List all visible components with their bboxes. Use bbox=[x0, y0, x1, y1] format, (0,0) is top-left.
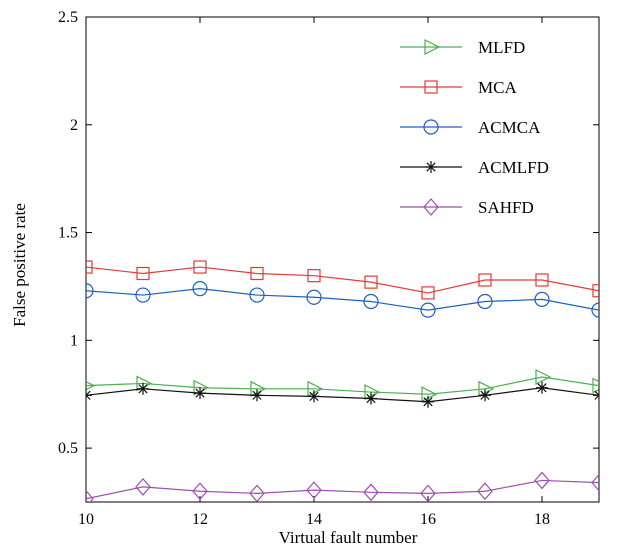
data-point-mca bbox=[307, 269, 321, 283]
y-tick-label: 0.5 bbox=[58, 440, 78, 457]
legend-marker-mlfd bbox=[424, 39, 441, 55]
data-point-acmlfd bbox=[86, 389, 92, 402]
series-acmca bbox=[86, 281, 599, 318]
data-point-sahfd bbox=[135, 477, 151, 496]
series-line-mlfd bbox=[86, 376, 599, 395]
legend-marker-sahfd bbox=[423, 198, 439, 216]
data-point-acmlfd bbox=[137, 382, 149, 395]
data-point-mlfd bbox=[86, 380, 96, 391]
data-point-acmlfd bbox=[536, 381, 548, 394]
series-line-acmca bbox=[86, 287, 599, 311]
data-point-acmca bbox=[249, 287, 265, 303]
series-line-acmlfd bbox=[86, 387, 599, 403]
data-point-acmca bbox=[420, 302, 436, 318]
legend-item-sahfd: SAHFD bbox=[400, 198, 534, 217]
data-point-acmlfd bbox=[593, 389, 599, 402]
data-point-acmca bbox=[363, 293, 379, 310]
y-tick-label: 2 bbox=[70, 117, 78, 134]
legend-item-acmlfd: ACMLFD bbox=[400, 158, 549, 177]
legend-marker-acmca bbox=[423, 119, 439, 135]
x-axis-title: Virtual fault number bbox=[279, 528, 418, 547]
series-mlfd bbox=[86, 369, 599, 403]
y-tick-label: 2.5 bbox=[58, 9, 78, 26]
series-sahfd bbox=[86, 471, 599, 502]
data-point-acmlfd bbox=[308, 390, 320, 403]
data-point-acmca bbox=[534, 291, 550, 307]
data-point-sahfd bbox=[363, 483, 379, 502]
data-point-sahfd bbox=[420, 484, 436, 502]
data-point-sahfd bbox=[306, 481, 322, 500]
data-point-mlfd bbox=[364, 384, 381, 401]
data-point-sahfd bbox=[86, 489, 94, 502]
legend-label-mca: MCA bbox=[478, 78, 517, 97]
data-point-mlfd bbox=[535, 369, 552, 385]
data-point-mlfd bbox=[136, 375, 153, 392]
data-point-acmlfd bbox=[422, 395, 434, 408]
legend-label-acmca: ACMCA bbox=[478, 118, 541, 137]
data-point-sahfd bbox=[477, 482, 493, 501]
series-line-sahfd bbox=[86, 479, 599, 500]
x-tick-label: 12 bbox=[192, 511, 208, 528]
legend-label-sahfd: SAHFD bbox=[478, 198, 534, 217]
data-point-acmlfd bbox=[194, 387, 206, 400]
plot-area: 10 12 14 16 18 0.5 1 1.5 2 2.5 MLFD MCA ACMCA ACMLFD S… bbox=[58, 9, 600, 528]
data-point-acmlfd bbox=[251, 389, 263, 402]
y-tick-label: 1.5 bbox=[58, 225, 78, 242]
data-point-mlfd bbox=[478, 380, 495, 397]
data-point-acmlfd bbox=[479, 389, 491, 402]
data-point-sahfd bbox=[591, 473, 599, 492]
plot-frame bbox=[85, 16, 600, 503]
data-point-mlfd bbox=[307, 380, 324, 397]
data-point-mlfd bbox=[421, 386, 438, 403]
y-axis-title: False positive rate bbox=[10, 203, 29, 327]
data-point-mca bbox=[478, 273, 492, 287]
x-tick-label: 14 bbox=[306, 511, 322, 528]
data-point-mlfd bbox=[592, 377, 599, 394]
data-point-acmca bbox=[591, 302, 599, 318]
x-tick-label: 10 bbox=[78, 511, 94, 528]
legend-item-mlfd: MLFD bbox=[400, 38, 525, 57]
data-point-mca bbox=[535, 273, 549, 287]
data-point-acmca bbox=[86, 283, 94, 299]
data-point-acmca bbox=[135, 287, 151, 303]
legend-marker-mca bbox=[424, 80, 438, 94]
data-point-sahfd bbox=[249, 484, 265, 502]
data-point-sahfd bbox=[192, 482, 208, 501]
x-tick-label: 16 bbox=[420, 511, 436, 528]
data-point-acmca bbox=[477, 293, 493, 310]
series-layer bbox=[86, 260, 599, 502]
legend-label-acmlfd: ACMLFD bbox=[478, 158, 549, 177]
series-mca bbox=[86, 260, 599, 300]
data-point-acmca bbox=[306, 289, 322, 305]
data-point-mlfd bbox=[250, 380, 267, 397]
data-point-mca bbox=[136, 266, 150, 281]
series-acmlfd bbox=[86, 381, 599, 408]
y-tick-label: 1 bbox=[70, 332, 78, 349]
data-point-acmlfd bbox=[365, 392, 377, 405]
data-point-mca bbox=[364, 275, 378, 289]
data-point-mca bbox=[250, 266, 264, 281]
x-tick-label: 18 bbox=[534, 511, 550, 528]
series-line-mca bbox=[86, 266, 599, 294]
legend-item-mca: MCA bbox=[400, 78, 517, 97]
legend-marker-acmlfd bbox=[425, 161, 437, 173]
legend-label-mlfd: MLFD bbox=[478, 38, 525, 57]
data-point-mca bbox=[193, 260, 207, 274]
data-point-sahfd bbox=[534, 471, 550, 490]
data-point-acmca bbox=[192, 281, 208, 297]
data-point-mca bbox=[421, 286, 435, 300]
legend-item-acmca: ACMCA bbox=[400, 118, 541, 137]
legend: MLFD MCA ACMCA ACMLFD SAHFD bbox=[400, 38, 549, 217]
data-point-mca bbox=[592, 284, 599, 298]
data-point-mlfd bbox=[193, 379, 210, 396]
data-point-mca bbox=[86, 260, 93, 274]
